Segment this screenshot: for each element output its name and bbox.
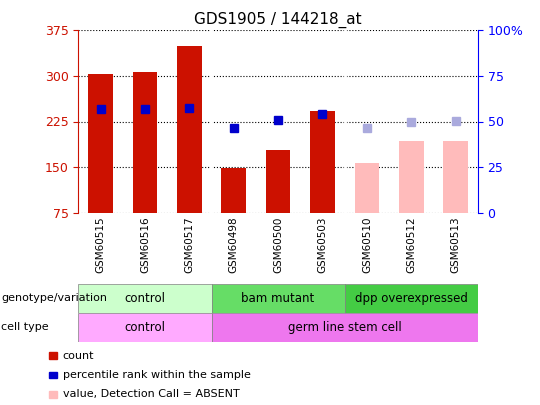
Text: GSM60498: GSM60498 [229,216,239,273]
Bar [167,30,212,213]
Bar [345,30,389,213]
Text: GSM60515: GSM60515 [96,216,105,273]
Text: GSM60512: GSM60512 [406,216,416,273]
Bar [123,30,167,213]
Text: GSM60500: GSM60500 [273,216,283,273]
Text: GSM60513: GSM60513 [451,216,461,273]
Text: value, Detection Call = ABSENT: value, Detection Call = ABSENT [63,390,239,399]
Bar [256,30,300,213]
Title: GDS1905 / 144218_at: GDS1905 / 144218_at [194,11,362,28]
Bar [300,30,345,213]
Bar [212,313,478,342]
Text: GSM60517: GSM60517 [184,216,194,273]
Text: percentile rank within the sample: percentile rank within the sample [63,370,251,380]
Text: GSM60503: GSM60503 [318,216,327,273]
Bar [310,111,335,213]
Bar [443,141,468,213]
Text: germ line stem cell: germ line stem cell [288,321,402,334]
Bar [399,141,423,213]
Bar [212,284,345,313]
Text: dpp overexpressed: dpp overexpressed [355,292,468,305]
Bar [89,74,113,213]
Bar [355,163,379,213]
Text: count: count [63,351,94,360]
Bar [345,284,478,313]
Bar [212,30,256,213]
Text: bam mutant: bam mutant [241,292,315,305]
Text: genotype/variation: genotype/variation [1,293,107,303]
Bar [78,284,212,313]
Bar [266,150,291,213]
Bar [221,168,246,213]
Text: control: control [124,321,165,334]
Bar [434,30,478,213]
Bar [177,46,201,213]
Bar [389,30,434,213]
Text: GSM60516: GSM60516 [140,216,150,273]
Bar [78,30,123,213]
Bar [133,72,157,213]
Bar [78,313,212,342]
Text: cell type: cell type [1,322,49,332]
Text: control: control [124,292,165,305]
Text: GSM60510: GSM60510 [362,216,372,273]
